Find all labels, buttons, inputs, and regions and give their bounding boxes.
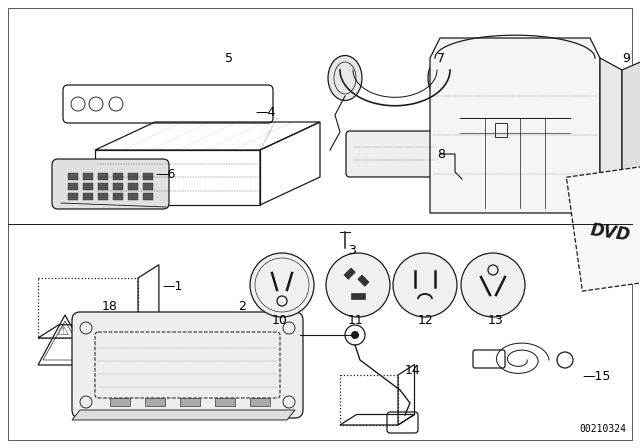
Text: ⚠: ⚠ <box>56 324 68 338</box>
Text: 2: 2 <box>238 301 246 314</box>
Bar <box>68 183 78 190</box>
Text: 12: 12 <box>418 314 434 327</box>
Text: 14: 14 <box>405 363 420 376</box>
Text: 00210324: 00210324 <box>579 424 626 434</box>
Bar <box>98 173 108 180</box>
Text: 8: 8 <box>437 148 445 161</box>
Circle shape <box>326 253 390 317</box>
FancyBboxPatch shape <box>72 312 303 418</box>
Bar <box>180 398 200 406</box>
Text: —6: —6 <box>155 168 175 181</box>
Circle shape <box>393 253 457 317</box>
Polygon shape <box>72 410 295 420</box>
FancyBboxPatch shape <box>52 159 169 209</box>
Text: 9: 9 <box>622 52 630 65</box>
Bar <box>145 398 165 406</box>
Bar <box>215 398 235 406</box>
Bar <box>83 183 93 190</box>
Text: —1: —1 <box>162 280 182 293</box>
Bar <box>495 123 507 137</box>
Bar <box>128 183 138 190</box>
Bar <box>110 398 130 406</box>
Bar <box>128 173 138 180</box>
Text: 5: 5 <box>225 52 233 65</box>
Bar <box>113 173 123 180</box>
Bar <box>98 183 108 190</box>
Ellipse shape <box>328 56 362 100</box>
Bar <box>113 183 123 190</box>
Bar <box>128 193 138 200</box>
Bar <box>143 183 153 190</box>
Polygon shape <box>566 164 640 291</box>
Text: DVD: DVD <box>589 221 631 245</box>
Polygon shape <box>600 58 622 225</box>
Polygon shape <box>622 60 640 225</box>
Bar <box>83 173 93 180</box>
Bar <box>250 398 270 406</box>
Circle shape <box>351 331 359 339</box>
Bar <box>68 193 78 200</box>
Text: 10: 10 <box>272 314 288 327</box>
Ellipse shape <box>428 56 462 100</box>
Circle shape <box>250 253 314 317</box>
Polygon shape <box>430 38 600 213</box>
Text: 7: 7 <box>437 52 445 65</box>
Bar <box>358 275 369 286</box>
Bar <box>143 193 153 200</box>
Circle shape <box>461 253 525 317</box>
Bar <box>113 193 123 200</box>
Bar <box>143 173 153 180</box>
Bar <box>351 293 365 299</box>
Bar <box>68 173 78 180</box>
Text: 3: 3 <box>348 244 356 257</box>
Bar <box>98 193 108 200</box>
FancyBboxPatch shape <box>346 131 444 177</box>
Text: —4: —4 <box>255 105 275 119</box>
Bar <box>344 268 355 279</box>
Text: 18: 18 <box>102 301 118 314</box>
Text: 13: 13 <box>488 314 504 327</box>
Text: 11: 11 <box>348 314 364 327</box>
Bar <box>83 193 93 200</box>
Text: —15: —15 <box>582 370 611 383</box>
